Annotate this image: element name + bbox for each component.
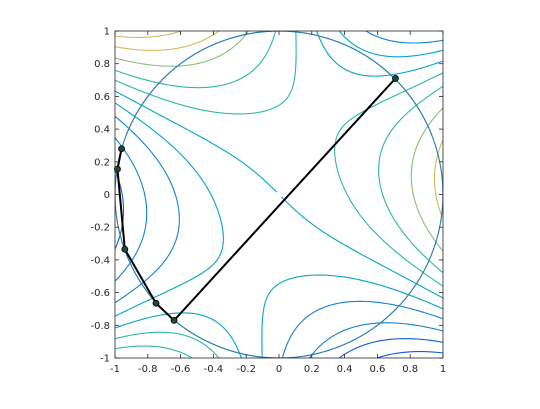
y-tick-label: -1 <box>100 354 110 365</box>
path-segment <box>116 147 123 171</box>
x-tick-label: 0 <box>276 364 282 375</box>
contour-line <box>115 31 443 252</box>
contour-line <box>115 31 443 358</box>
x-axis: -1 -0.8 -0.6 -0.4 -0.2 0 0.2 0.4 0.6 0.8 1 <box>110 31 446 375</box>
y-tick-label: 1 <box>104 27 110 38</box>
y-axis: -1 -0.8 -0.6 -0.4 -0.2 0 0.2 0.4 0.6 0.8 1 <box>90 27 443 365</box>
path-point <box>118 145 125 153</box>
y-tick-label: 0 <box>104 190 110 201</box>
y-tick-label: 0.4 <box>94 125 110 136</box>
path-segment <box>116 168 126 251</box>
x-tick-label: 0.8 <box>402 364 418 375</box>
x-tick-label: 0.2 <box>304 364 320 375</box>
path-point <box>152 299 160 307</box>
x-tick-label: 0.6 <box>369 364 385 375</box>
y-tick-label: -0.4 <box>90 255 110 266</box>
contour-line <box>115 31 443 358</box>
y-tick-label: -0.8 <box>90 321 110 332</box>
y-tick-label: -0.2 <box>90 223 110 234</box>
path-segment <box>123 248 157 305</box>
contour-line <box>115 169 443 358</box>
path-point <box>170 316 178 324</box>
optimization-path-layer <box>114 75 399 324</box>
contour-line <box>115 31 182 38</box>
path-point <box>392 75 399 82</box>
x-tick-label: -0.8 <box>138 364 158 375</box>
x-tick-label: -0.6 <box>171 364 191 375</box>
contour-lines <box>115 31 443 358</box>
path-point <box>114 165 121 173</box>
contour-line <box>115 31 443 358</box>
y-tick-label: 0.6 <box>94 92 110 103</box>
x-tick-label: -0.4 <box>204 364 224 375</box>
y-tick-label: -0.6 <box>90 288 110 299</box>
x-tick-label: -0.2 <box>236 364 256 375</box>
x-tick-label: 1 <box>440 364 446 375</box>
x-tick-label: -1 <box>110 364 120 375</box>
x-tick-label: 0.4 <box>337 364 353 375</box>
y-tick-label: 0.8 <box>94 59 110 70</box>
path-segment <box>173 77 397 322</box>
path-segment <box>155 302 176 322</box>
path-point <box>121 245 129 253</box>
y-tick-label: 0.2 <box>94 157 110 168</box>
